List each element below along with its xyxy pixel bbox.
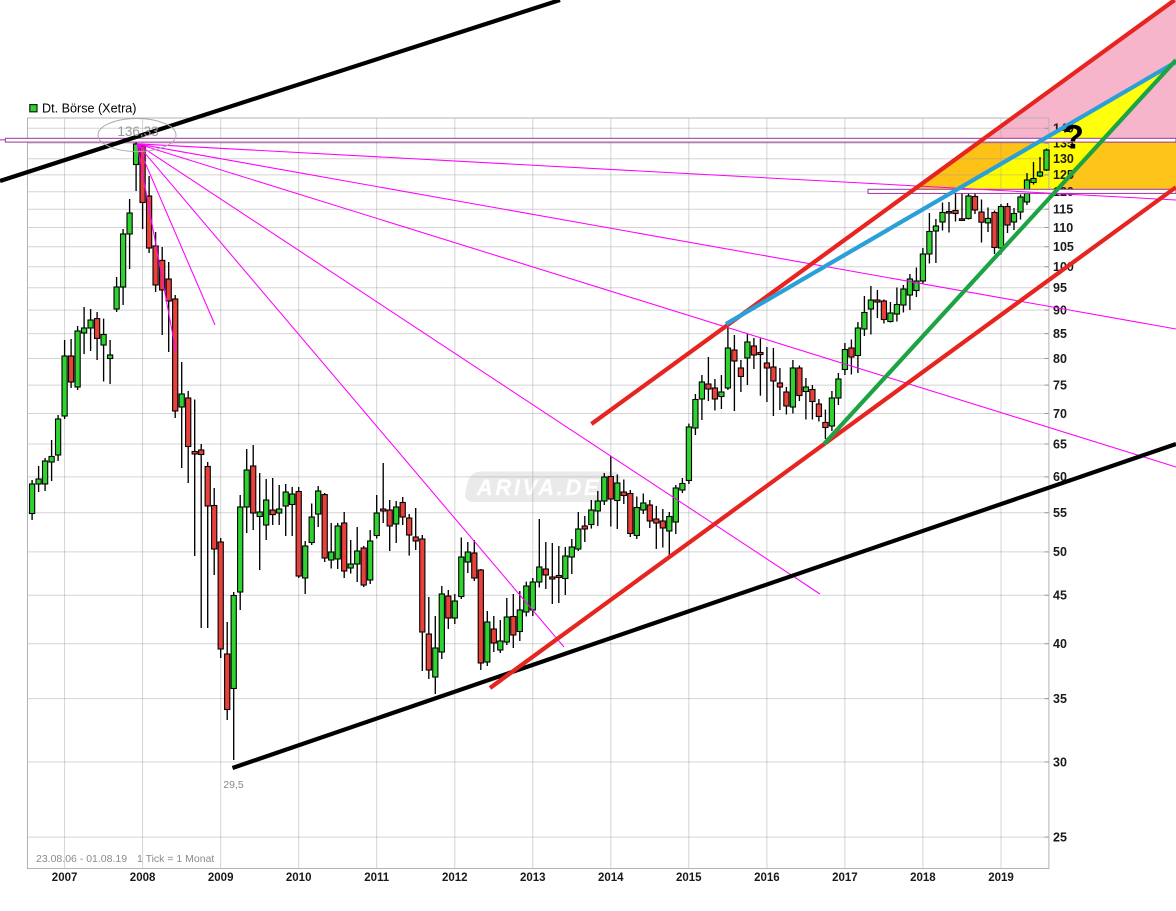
svg-text:2017: 2017 <box>832 872 858 884</box>
svg-text:30: 30 <box>1053 755 1067 769</box>
svg-text:2014: 2014 <box>598 872 624 884</box>
svg-text:75: 75 <box>1053 378 1067 392</box>
svg-text:45: 45 <box>1053 589 1067 603</box>
svg-text:55: 55 <box>1053 506 1067 520</box>
svg-text:95: 95 <box>1053 281 1067 295</box>
svg-text:80: 80 <box>1053 352 1067 366</box>
svg-text:2009: 2009 <box>208 872 234 884</box>
svg-text:2018: 2018 <box>910 872 936 884</box>
svg-text:Dt. Börse (Xetra): Dt. Börse (Xetra) <box>42 102 136 116</box>
svg-text:2011: 2011 <box>364 872 390 884</box>
svg-text:2013: 2013 <box>520 872 546 884</box>
svg-text:?: ? <box>1063 119 1084 157</box>
svg-text:136,33: 136,33 <box>117 124 158 139</box>
svg-text:25: 25 <box>1053 830 1067 844</box>
svg-text:2008: 2008 <box>130 872 156 884</box>
svg-text:70: 70 <box>1053 407 1067 421</box>
svg-text:2016: 2016 <box>754 872 780 884</box>
svg-text:90: 90 <box>1053 303 1067 317</box>
svg-text:85: 85 <box>1053 327 1067 341</box>
svg-text:50: 50 <box>1053 545 1067 559</box>
svg-text:23.08.06 - 01.08.19: 23.08.06 - 01.08.19 <box>36 853 127 865</box>
svg-text:2019: 2019 <box>988 872 1014 884</box>
svg-text:ARIVA.DE: ARIVA.DE <box>476 475 601 500</box>
svg-text:40: 40 <box>1053 637 1067 651</box>
svg-text:65: 65 <box>1053 437 1067 451</box>
svg-text:35: 35 <box>1053 692 1067 706</box>
svg-text:2010: 2010 <box>286 872 312 884</box>
svg-text:2007: 2007 <box>52 872 78 884</box>
svg-text:105: 105 <box>1053 240 1074 254</box>
svg-text:29,5: 29,5 <box>223 779 244 791</box>
svg-text:1 Tick = 1 Monat: 1 Tick = 1 Monat <box>137 853 214 865</box>
svg-text:110: 110 <box>1053 221 1073 235</box>
svg-text:2012: 2012 <box>442 872 468 884</box>
svg-text:115: 115 <box>1053 203 1073 217</box>
svg-text:2015: 2015 <box>676 872 702 884</box>
